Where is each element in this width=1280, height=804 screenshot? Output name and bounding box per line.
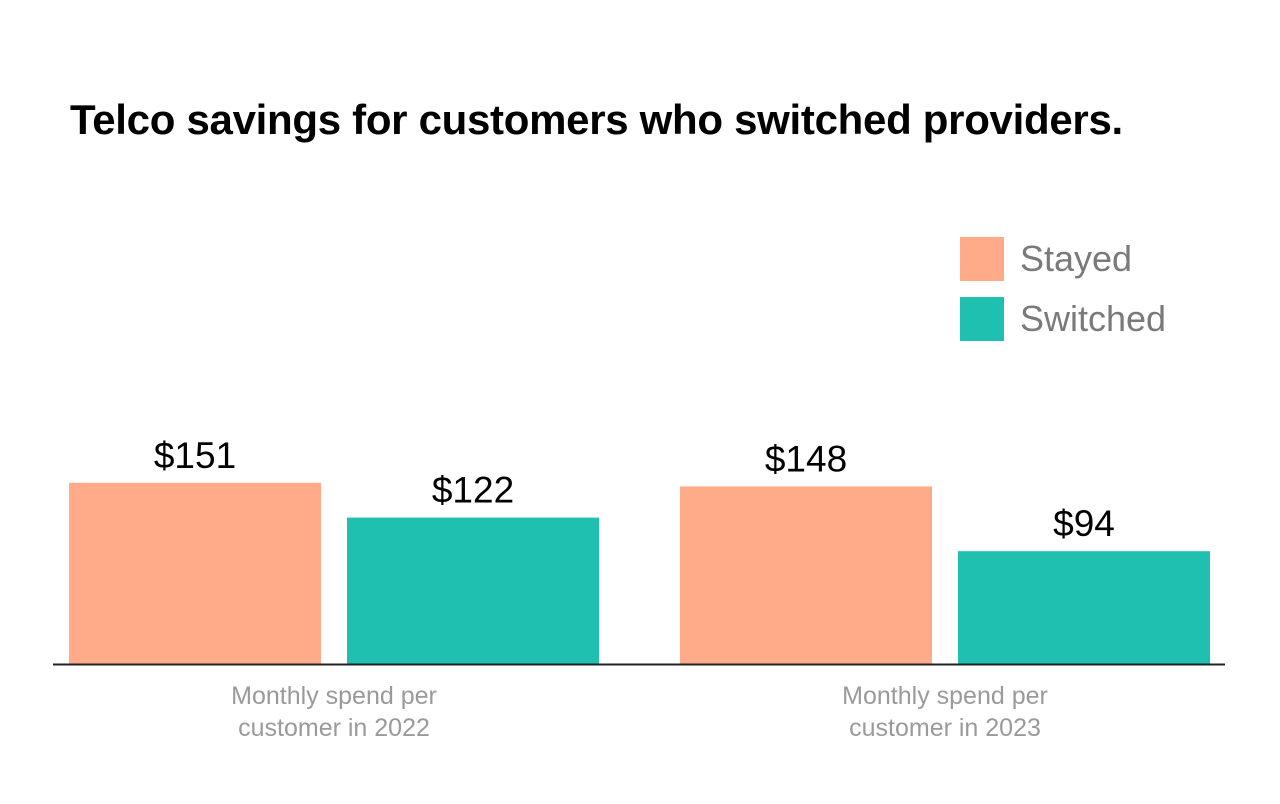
legend-swatch-stayed xyxy=(960,237,1004,281)
legend-label-switched: Switched xyxy=(1020,298,1167,339)
bar-stayed-1 xyxy=(69,482,321,664)
category-label-1: Monthly spend per customer in 2022 xyxy=(231,682,437,742)
category-label-2: Monthly spend per customer in 2023 xyxy=(842,682,1048,742)
value-label-switched-2: $94 xyxy=(1053,503,1115,544)
legend-swatch-switched xyxy=(960,297,1004,341)
chart-title: Telco savings for customers who switched… xyxy=(70,96,1123,143)
value-label-switched-1: $122 xyxy=(432,470,514,511)
bar-switched-2 xyxy=(958,551,1210,664)
legend-item-switched: Switched xyxy=(960,297,1166,341)
value-label-stayed-1: $151 xyxy=(154,435,236,476)
legend-label-stayed: Stayed xyxy=(1020,238,1133,279)
value-label-stayed-2: $148 xyxy=(765,438,847,479)
bar-stayed-2 xyxy=(680,486,932,664)
bar-switched-1 xyxy=(347,517,599,664)
legend: Stayed Switched xyxy=(960,237,1166,357)
legend-item-stayed: Stayed xyxy=(960,237,1166,281)
